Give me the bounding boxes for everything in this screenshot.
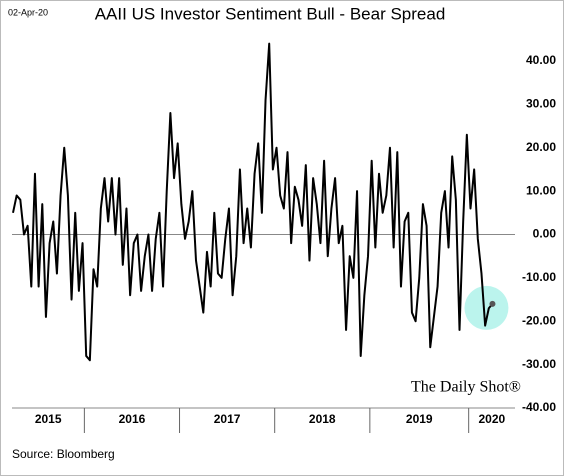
chart-title: AAII US Investor Sentiment Bull - Bear S… (95, 4, 446, 23)
watermark: The Daily Shot® (411, 379, 521, 396)
y-tick-label: -10.00 (522, 270, 556, 284)
x-tick-label: 2019 (406, 412, 433, 426)
last-point (489, 300, 496, 307)
x-tick-label: 2017 (214, 412, 241, 426)
x-tick-label: 2020 (478, 412, 505, 426)
y-tick-label: 20.00 (526, 140, 556, 154)
y-tick-label: 10.00 (526, 183, 556, 197)
x-tick-label: 2016 (119, 412, 146, 426)
date-note: 02-Apr-20 (8, 7, 48, 17)
y-tick-label: 40.00 (526, 53, 556, 67)
highlight (464, 285, 509, 330)
x-tick-label: 2018 (309, 412, 336, 426)
line (12, 42, 494, 362)
y-tick-label: 0.00 (533, 227, 557, 241)
y-tick-label: -30.00 (522, 357, 556, 371)
source: Source: Bloomberg (12, 447, 115, 461)
y-tick-label: 30.00 (526, 97, 556, 111)
x-tick-label: 2015 (35, 412, 62, 426)
y-tick-label: -40.00 (522, 400, 556, 414)
y-tick-label: -20.00 (522, 313, 556, 327)
